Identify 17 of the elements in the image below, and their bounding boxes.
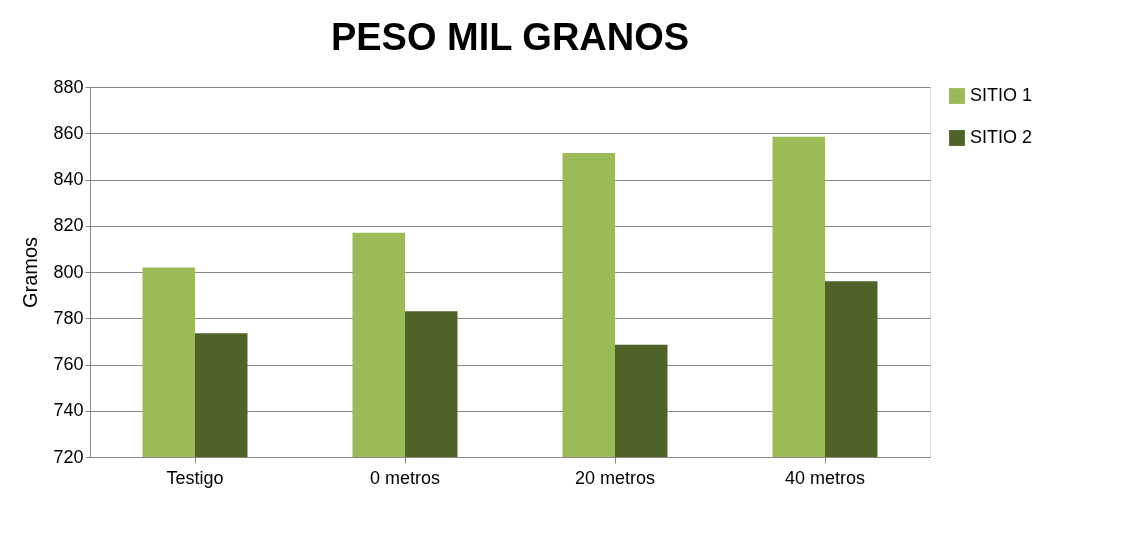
y-tick-label: 720	[53, 446, 84, 467]
y-tick-label: 760	[53, 354, 84, 374]
y-tick-label: 820	[53, 215, 84, 236]
y-axis-title: Gramos	[19, 236, 42, 309]
x-tick-label: 20 metros	[574, 467, 656, 488]
y-tick-label: 880	[53, 76, 84, 97]
y-tick-label: 860	[53, 122, 84, 143]
y-tick-label: 740	[53, 400, 84, 421]
x-tick-label: Testigo	[166, 467, 224, 488]
y-tick-label: 800	[53, 261, 84, 282]
y-tick-label: 840	[53, 169, 84, 189]
chart-title: PESO MIL GRANOS	[330, 16, 690, 58]
x-tick-label: 0 metros	[369, 467, 441, 488]
x-tick-label: 40 metros	[784, 467, 866, 488]
y-tick-label: 780	[53, 307, 84, 328]
legend-label: SITIO 1	[970, 85, 1033, 105]
legend-label: SITIO 2	[970, 127, 1033, 147]
